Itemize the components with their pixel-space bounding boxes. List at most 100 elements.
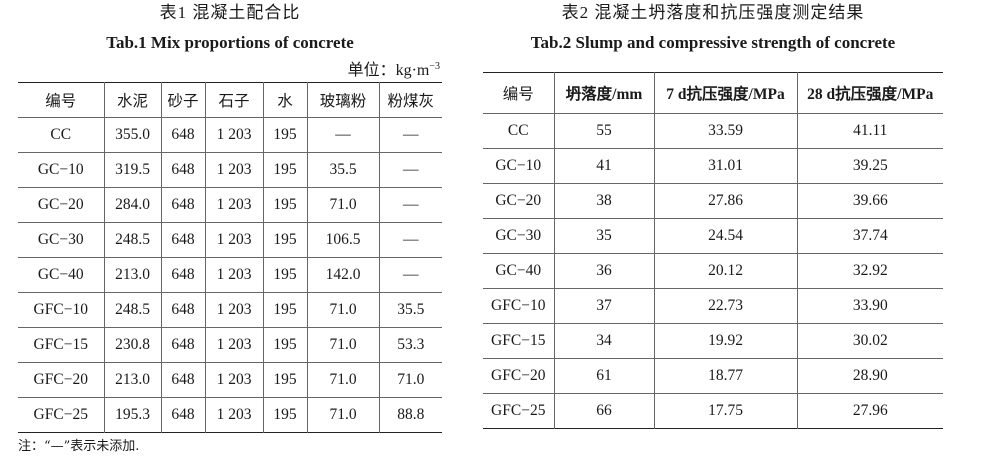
table-row: GC−40 213.0 648 1 203 195 142.0— [18, 257, 442, 293]
table-cell: CC [507, 122, 529, 139]
table-cell: 18.77 [653, 358, 797, 394]
table-cell: GC−30 [495, 227, 542, 244]
table-cell: 24.54 [653, 218, 797, 254]
column-header: 水泥 [103, 82, 161, 118]
table-cell: 35.5 [378, 292, 442, 328]
table-cell: 142.0 [306, 257, 379, 293]
table-cell: 195 [262, 327, 307, 363]
column-header: 玻璃粉 [306, 82, 379, 118]
table-cell: — [378, 222, 442, 258]
table-cell: 71.0 [306, 292, 379, 328]
table-cell: 648 [160, 362, 205, 398]
table-cell: 33.90 [796, 288, 943, 324]
table-cell: 648 [160, 292, 205, 328]
table-cell: 648 [160, 117, 205, 153]
table-cell: GC−20 [495, 192, 542, 209]
mix-proportions-table: 编号 水泥 砂子 石子水玻璃粉 粉煤灰 CC 355.0 648 1 203 195— — GC−1… [18, 82, 442, 433]
table-cell: 648 [160, 152, 205, 188]
table-cell: 648 [160, 257, 205, 293]
table2-caption-cn: 表2 混凝土坍落度和抗压强度测定结果 [561, 3, 865, 22]
table-cell: 1 203 [204, 152, 263, 188]
table-cell: 1 203 [204, 397, 263, 433]
table-cell: 88.8 [378, 397, 442, 433]
table-cell: GFC−20 [33, 371, 88, 388]
table-cell: 30.02 [796, 323, 943, 359]
table-cell: 32.92 [796, 253, 943, 289]
table-cell: 319.5 [103, 152, 161, 188]
column-header: 7 d抗压强度/MPa [653, 72, 797, 114]
table-cell: 66 [553, 393, 654, 429]
table-row: GC−20 38 27.86 39.66 [483, 183, 943, 219]
table-row: CC 355.0 648 1 203 195— — [18, 117, 442, 153]
column-header: 砂子 [160, 82, 205, 118]
table-cell: 648 [160, 397, 205, 433]
table-cell: 33.59 [653, 113, 797, 149]
table-row: CC 55 33.59 41.11 [483, 113, 943, 149]
table-cell: 35 [553, 218, 654, 254]
table-cell: 195 [262, 187, 307, 223]
table-cell: GFC−15 [33, 336, 88, 353]
table-row: GC−30 248.5 648 1 203 195 106.5— [18, 222, 442, 258]
table1-note: 注：“—”表示未添加. [18, 439, 140, 454]
column-header: 编号 [502, 86, 534, 103]
table-cell: 1 203 [204, 117, 263, 153]
table-cell: 17.75 [653, 393, 797, 429]
table-cell: 71.0 [306, 327, 379, 363]
table-row: GFC−20 213.0 648 1 203 195 71.0 71.0 [18, 362, 442, 398]
table-cell: 648 [160, 327, 205, 363]
column-header: 28 d抗压强度/MPa [796, 72, 943, 114]
table-cell: 1 203 [204, 327, 263, 363]
column-header: 石子 [204, 82, 263, 118]
table-cell: 22.73 [653, 288, 797, 324]
table-row: GC−20 284.0 648 1 203 195 71.0— [18, 187, 442, 223]
table-row: GFC−15 34 19.92 30.02 [483, 323, 943, 359]
table-cell: 195 [262, 222, 307, 258]
table-cell: 195 [262, 292, 307, 328]
table-cell: — [306, 117, 379, 153]
table-row: GFC−25 66 17.75 27.96 [483, 393, 943, 429]
table-cell: GFC−15 [491, 332, 546, 349]
table-cell: 71.0 [306, 397, 379, 433]
table-cell: 230.8 [103, 327, 161, 363]
table-cell: 38 [553, 183, 654, 219]
table-cell: 248.5 [103, 292, 161, 328]
table-cell: GC−30 [37, 231, 84, 248]
slump-strength-table: 编号 坍落度/mm 7 d抗压强度/MPa 28 d抗压强度/MPa CC 55 33.5… [483, 72, 943, 429]
table-cell: GC−10 [495, 157, 542, 174]
table1-caption-en: Tab.1 Mix proportions of concrete [106, 33, 354, 52]
column-header: 编号 [45, 93, 77, 110]
table-row: GFC−10 37 22.73 33.90 [483, 288, 943, 324]
table-cell: — [378, 117, 442, 153]
table-cell: — [378, 187, 442, 223]
table-cell: GC−40 [37, 266, 84, 283]
table-cell: GFC−25 [33, 406, 88, 423]
table-cell: GFC−25 [491, 402, 546, 419]
table-row: GC−10 41 31.01 39.25 [483, 148, 943, 184]
table-cell: 1 203 [204, 292, 263, 328]
table-row: GC−40 36 20.12 32.92 [483, 253, 943, 289]
table-cell: 71.0 [306, 187, 379, 223]
table-cell: 1 203 [204, 362, 263, 398]
table-cell: GFC−20 [491, 367, 546, 384]
table-row: GFC−25 195.3 648 1 203 195 71.0 88.8 [18, 397, 442, 433]
column-header: 坍落度/mm [553, 72, 654, 114]
table-cell: 34 [553, 323, 654, 359]
table-cell: 39.66 [796, 183, 943, 219]
column-header: 水 [262, 82, 307, 118]
table-cell: 19.92 [653, 323, 797, 359]
table-cell: 213.0 [103, 362, 161, 398]
table-header-row: 编号 坍落度/mm 7 d抗压强度/MPa 28 d抗压强度/MPa [483, 72, 943, 114]
table-row: GC−10 319.5 648 1 203 195 35.5— [18, 152, 442, 188]
table-cell: 27.96 [796, 393, 943, 429]
table-cell: 648 [160, 222, 205, 258]
table-header-row: 编号 水泥 砂子 石子水玻璃粉 粉煤灰 [18, 82, 442, 118]
table-cell: 41 [553, 148, 654, 184]
mix-proportions-panel: 表1 混凝土配合比 Tab.1 Mix proportions of concr… [18, 0, 442, 455]
slump-strength-panel: 表2 混凝土坍落度和抗压强度测定结果 Tab.2 Slump and compr… [483, 0, 943, 429]
table-cell: 36 [553, 253, 654, 289]
table-cell: 1 203 [204, 222, 263, 258]
table-cell: 195 [262, 152, 307, 188]
unit-exponent: −3 [429, 61, 440, 72]
table1-unit-label: 单位：kg·m−3 [18, 58, 442, 80]
table-cell: 27.86 [653, 183, 797, 219]
